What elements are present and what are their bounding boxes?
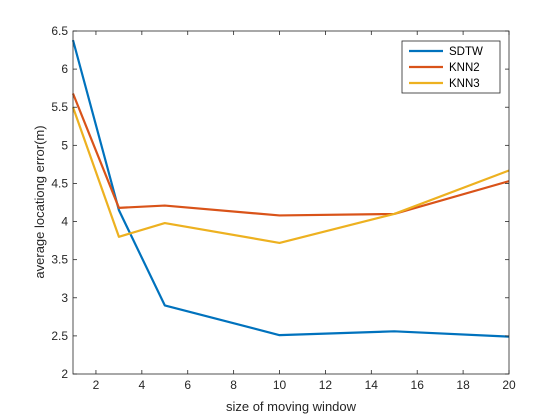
legend: SDTW KNN2 KNN3 xyxy=(401,40,501,94)
x-tick-label: 8 xyxy=(230,378,237,392)
y-tick-label: 5 xyxy=(61,138,68,152)
x-tick-label: 14 xyxy=(365,378,379,392)
series-layer xyxy=(71,39,510,338)
y-tick-label: 2 xyxy=(61,367,68,381)
y-tick-label: 3 xyxy=(61,291,68,305)
y-tick-label: 4.5 xyxy=(51,176,68,190)
y-tick-label: 4 xyxy=(61,215,68,229)
y-axis-title: average locationg error(m) xyxy=(32,125,47,278)
y-tick-label: 5.5 xyxy=(51,100,68,114)
series-line-knn2 xyxy=(71,93,510,217)
legend-label-sdtw: SDTW xyxy=(449,46,483,58)
x-tick-label: 4 xyxy=(138,378,145,392)
y-tick-label: 3.5 xyxy=(51,253,68,267)
series-line-knn3 xyxy=(71,106,510,244)
x-tick-label: 16 xyxy=(411,378,425,392)
x-tick-label: 2 xyxy=(93,378,100,392)
y-tick-label: 6 xyxy=(61,62,68,76)
y-tick-label: 2.5 xyxy=(51,329,68,343)
x-tick-label: 20 xyxy=(502,378,516,392)
x-tick-label: 6 xyxy=(184,378,191,392)
ticks-layer: 2 4 6 8 10 12 14 16 18 20 2 2.5 3 3.5 4 4.5 5 5.5 6 6.5 xyxy=(51,24,516,392)
plot-frame xyxy=(72,30,510,375)
x-tick-label: 10 xyxy=(273,378,287,392)
legend-label-knn3: KNN3 xyxy=(449,78,480,90)
y-tick-label: 6.5 xyxy=(51,24,68,38)
x-tick-label: 18 xyxy=(456,378,470,392)
series-line-sdtw xyxy=(71,39,510,338)
x-axis-title: size of moving window xyxy=(226,399,357,414)
legend-label-knn2: KNN2 xyxy=(449,62,480,74)
x-tick-label: 12 xyxy=(319,378,333,392)
